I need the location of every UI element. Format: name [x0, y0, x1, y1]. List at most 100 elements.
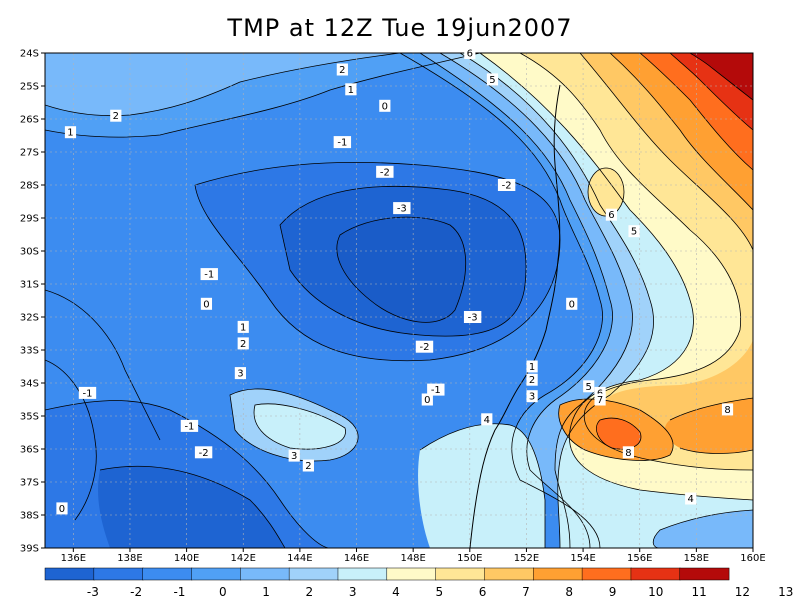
- colorbar-label: 5: [435, 585, 443, 599]
- axis-ticks: 24S 25S 26S 27S 28S 29S 30S 31S 32S 33S 34S 35S 36S 3…: [20, 49, 766, 565]
- contour-label-bg: [376, 165, 394, 178]
- colorbar-label: -2: [130, 585, 142, 599]
- lat-label: 32S: [20, 313, 39, 324]
- lat-label: 36S: [20, 445, 39, 456]
- colorbar-label: 13: [778, 585, 793, 599]
- contour-label: 1: [240, 322, 246, 333]
- colorbar-label: 7: [522, 585, 530, 599]
- contour-label-bg: [628, 225, 640, 238]
- colorbar-swatch: [630, 567, 681, 581]
- contour-label: 2: [339, 65, 345, 76]
- colorbar-swatch: [191, 567, 242, 581]
- contour-label: 7: [597, 395, 603, 406]
- contour-label: -3: [397, 204, 407, 215]
- contour-label-bg: [481, 413, 493, 426]
- lon-label: 146E: [344, 553, 369, 564]
- contour-label: -1: [204, 270, 214, 281]
- colorbar-swatch: [240, 567, 290, 581]
- contour-label-bg: [497, 179, 516, 191]
- contour-label-bg: [721, 403, 734, 416]
- colorbar-label: 2: [306, 585, 314, 599]
- colorbar-swatch: [679, 567, 730, 581]
- lon-label: 156E: [627, 553, 652, 564]
- colorbar-label: 3: [349, 585, 357, 599]
- contour-label: 6: [467, 49, 473, 60]
- contour-label: -2: [199, 448, 209, 459]
- lat-label: 37S: [20, 478, 39, 489]
- contour-label: 1: [67, 128, 73, 139]
- contour-label-bg: [64, 126, 77, 139]
- contour-label: 2: [240, 339, 246, 350]
- contour-label-bg: [464, 47, 476, 59]
- contour-label: 4: [484, 415, 490, 426]
- colorbar-swatch: [142, 567, 193, 581]
- contour-label-bg: [421, 393, 433, 406]
- contour-label-bg: [463, 311, 482, 323]
- graticule: [45, 53, 753, 548]
- contour-label-bg: [583, 380, 595, 393]
- contour-label: 8: [625, 448, 631, 459]
- lat-label: 31S: [20, 280, 39, 291]
- lat-label: 27S: [20, 148, 39, 159]
- contour-label: 6: [608, 210, 614, 221]
- contour-label: 5: [631, 227, 637, 238]
- contour-label: 1: [348, 85, 354, 96]
- contour-label: 3: [291, 451, 297, 462]
- coastline: [469, 84, 561, 548]
- contour-label: -2: [502, 181, 512, 192]
- lon-label: 160E: [740, 553, 765, 564]
- contour-label-bg: [302, 459, 314, 472]
- colorbar-swatch: [581, 567, 632, 581]
- colorbar-label: 0: [219, 585, 227, 599]
- colorbar-swatch: [386, 567, 437, 581]
- colorbar-label: 6: [479, 585, 487, 599]
- colorbar-label: 9: [609, 585, 617, 599]
- colorbar-swatch: [435, 567, 486, 581]
- map-title: TMP at 12Z Tue 19jun2007: [227, 14, 573, 42]
- lon-label: 158E: [684, 553, 709, 564]
- colorbar-swatch: [288, 567, 339, 581]
- contour-label-bg: [56, 502, 68, 515]
- plot-frame: [44, 52, 754, 549]
- contour-label-bg: [566, 297, 578, 310]
- contour-label-bg: [622, 446, 634, 459]
- lat-label: 29S: [20, 214, 39, 225]
- lat-label: 39S: [20, 544, 39, 555]
- contour-label-bg: [200, 297, 213, 310]
- contour-label: 2: [305, 461, 311, 472]
- contour-label-bg: [110, 109, 122, 122]
- colorbar-label: 12: [735, 585, 750, 599]
- lon-label: 140E: [174, 553, 199, 564]
- lat-label: 28S: [20, 181, 39, 192]
- lat-label: 26S: [20, 115, 39, 126]
- contour-label-bg: [288, 449, 300, 462]
- contour-label: -1: [82, 388, 92, 399]
- contour-label: 4: [688, 494, 694, 505]
- lon-label: 154E: [570, 553, 595, 564]
- lat-label: 35S: [20, 412, 39, 423]
- contour-label-bg: [237, 337, 249, 350]
- contour-label: -3: [468, 313, 478, 324]
- contour-label-bg: [237, 320, 249, 333]
- lat-label: 34S: [20, 379, 39, 390]
- lat-label: 25S: [20, 82, 39, 93]
- contour-label-bg: [594, 393, 606, 406]
- contour-label-bg: [594, 386, 606, 399]
- contour-label-bg: [393, 202, 411, 215]
- contour-label: -2: [380, 167, 390, 178]
- contour-label: -2: [419, 342, 429, 353]
- lon-label: 138E: [117, 553, 142, 564]
- contour-label-bg: [336, 63, 348, 76]
- lat-label: 33S: [20, 346, 39, 357]
- contour-label-bg: [78, 386, 97, 399]
- contour-label: 0: [424, 395, 430, 406]
- contour-label: 5: [489, 75, 495, 86]
- contour-label-bg: [200, 268, 218, 281]
- contour-label-bg: [486, 73, 499, 86]
- lon-label: 150E: [457, 553, 482, 564]
- contour-label: 0: [382, 101, 388, 112]
- lon-label: 148E: [400, 553, 425, 564]
- contour-label-bg: [194, 446, 213, 459]
- lat-label: 24S: [20, 49, 39, 60]
